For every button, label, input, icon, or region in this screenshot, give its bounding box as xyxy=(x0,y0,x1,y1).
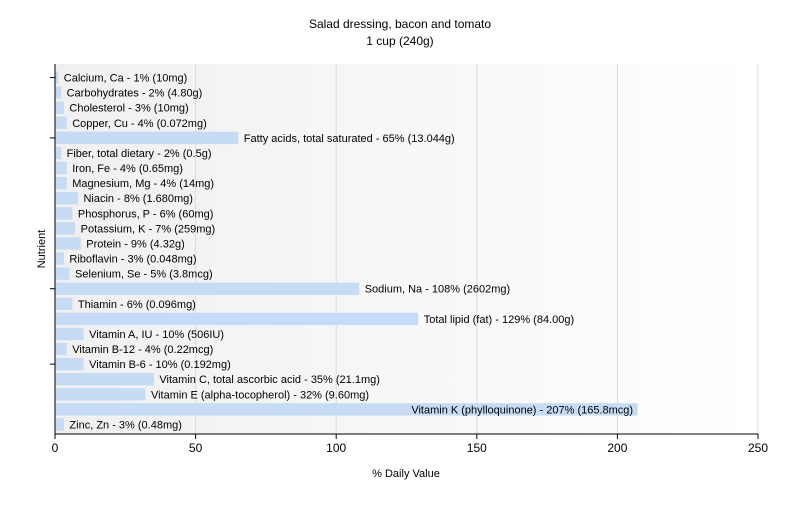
bar-label: Fiber, total dietary - 2% (0.5g) xyxy=(67,148,212,160)
bar xyxy=(55,297,73,310)
bar-label: Riboflavin - 3% (0.048mg) xyxy=(69,254,196,266)
x-tick-label: 200 xyxy=(607,441,627,455)
bar-label: Selenium, Se - 5% (3.8mcg) xyxy=(75,269,213,281)
bar-label: Protein - 9% (4.32g) xyxy=(86,238,184,250)
x-tick-label: 100 xyxy=(326,441,346,455)
bar-label: Vitamin A, IU - 10% (506IU) xyxy=(89,329,224,341)
bar-label: Vitamin K (phylloquinone) - 207% (165.8m… xyxy=(411,404,633,416)
bar xyxy=(55,161,67,175)
bar-label: Copper, Cu - 4% (0.072mg) xyxy=(72,118,207,130)
bar xyxy=(55,192,78,205)
plot-area xyxy=(55,64,758,434)
x-tick-label: 250 xyxy=(748,441,768,455)
bar xyxy=(55,357,84,371)
bar xyxy=(55,342,67,356)
bar xyxy=(55,267,70,280)
bar xyxy=(55,418,64,431)
bar-label: Phosphorus, P - 6% (60mg) xyxy=(78,208,214,220)
bar xyxy=(55,222,76,235)
bar-label: Calcium, Ca - 1% (10mg) xyxy=(64,73,187,85)
bar xyxy=(55,403,638,416)
bar xyxy=(55,116,67,129)
x-tick-label: 150 xyxy=(467,441,487,455)
chart-subtitle: 1 cup (240g) xyxy=(366,34,433,48)
bar xyxy=(55,388,146,401)
bar-label: Carbohydrates - 2% (4.80g) xyxy=(67,88,203,100)
chart-title: Salad dressing, bacon and tomato xyxy=(309,17,491,31)
bar xyxy=(55,282,360,295)
bar-label: Niacin - 8% (1.680mg) xyxy=(83,193,192,205)
bar xyxy=(55,146,62,160)
bar-label: Magnesium, Mg - 4% (14mg) xyxy=(72,178,214,190)
bar-label: Thiamin - 6% (0.096mg) xyxy=(78,299,196,311)
bar-label: Vitamin E (alpha-tocopherol) - 32% (9.60… xyxy=(151,389,369,401)
bar-label: Vitamin B-12 - 4% (0.22mcg) xyxy=(72,344,213,356)
bar-label: Zinc, Zn - 3% (0.48mg) xyxy=(69,419,181,431)
bar-label: Iron, Fe - 4% (0.65mg) xyxy=(72,163,183,175)
bar-label: Potassium, K - 7% (259mg) xyxy=(81,223,216,235)
bar xyxy=(55,252,64,265)
bar xyxy=(55,176,67,190)
bar-label: Total lipid (fat) - 129% (84.00g) xyxy=(424,314,574,326)
x-tick-label: 50 xyxy=(189,441,203,455)
y-axis-label: Nutrient xyxy=(36,230,48,269)
bar-label: Fatty acids, total saturated - 65% (13.0… xyxy=(244,133,455,145)
bar-label: Sodium, Na - 108% (2602mg) xyxy=(365,284,511,296)
bar xyxy=(55,237,81,250)
bar xyxy=(55,207,73,220)
bar xyxy=(55,86,62,99)
x-axis-label: % Daily Value xyxy=(372,468,440,480)
x-tick-label: 0 xyxy=(52,441,59,455)
bar xyxy=(55,101,64,114)
bar xyxy=(55,131,239,145)
bar xyxy=(55,373,154,386)
bar xyxy=(55,71,59,84)
bar-label: Vitamin C, total ascorbic acid - 35% (21… xyxy=(159,374,379,386)
bar xyxy=(55,327,84,341)
bar-label: Vitamin B-6 - 10% (0.192mg) xyxy=(89,359,231,371)
bar-label: Cholesterol - 3% (10mg) xyxy=(69,103,188,115)
bar xyxy=(55,312,419,326)
